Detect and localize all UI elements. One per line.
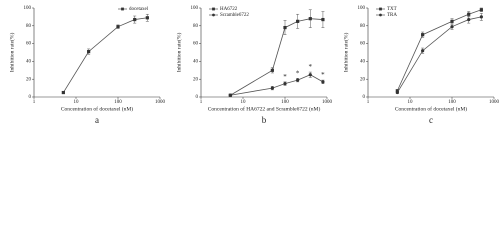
y-tick-label: 40 [360,60,366,65]
annotation: * [309,63,313,71]
x-axis-label: Concentration of docetaxel (nM) [395,105,467,112]
y-tick-label: 20 [26,77,32,82]
x-tick-label: 1000 [322,100,333,105]
x-tick-label: 1000 [489,100,500,105]
point [450,25,454,29]
legend-marker [212,7,215,11]
x-tick-label: 1000 [155,100,166,105]
point [421,33,425,37]
point [116,25,120,29]
legend-marker [379,7,382,11]
point [479,8,483,12]
panel-letter: c [429,115,433,125]
legend-label: TXT [387,7,397,12]
x-tick-label: 10 [241,100,247,105]
panel-letter: b [262,115,267,125]
legend-label: HA6722 [220,7,238,12]
y-axis-label: Inhibition rate(%) [8,33,15,73]
legend-label: Scramble6722 [220,13,249,18]
annotation: * [283,73,287,81]
y-tick-label: 100 [191,6,199,11]
point [133,17,137,22]
y-tick-label: 100 [358,6,366,11]
point [450,19,454,23]
point [421,49,425,53]
x-tick-label: 1 [367,100,370,105]
y-tick-label: 40 [193,60,199,65]
series-line [230,18,323,96]
point [228,93,232,97]
x-tick-label: 100 [448,100,456,105]
legend-marker [379,13,382,17]
point [145,16,149,20]
series-line [63,17,148,93]
point [395,90,399,95]
point [308,73,312,77]
point [321,80,325,84]
x-tick-label: 100 [281,100,289,105]
annotation: * [321,71,325,79]
point [467,12,471,16]
x-tick-label: 100 [114,100,122,105]
y-axis-label: Inhibition rate(%) [342,33,349,73]
series-line [230,74,324,96]
y-tick-label: 60 [193,42,199,47]
y-tick-label: 40 [26,60,32,65]
x-tick-label: 10 [408,100,414,105]
series-line [397,16,482,93]
point [479,15,483,19]
x-axis-label: Concentration of docetaxel (nM) [61,105,133,112]
point [270,86,274,90]
point [270,68,274,72]
x-tick-label: 1 [33,100,36,105]
annotation: * [296,69,300,77]
y-tick-label: 80 [193,24,199,29]
point [467,17,471,22]
x-tick-label: 1 [200,100,203,105]
x-axis-label: Concentration of HA6722 and Scramble6722… [208,105,321,112]
point [321,17,325,22]
legend-label: TRA [387,13,397,18]
point [61,90,65,95]
y-axis-label: Inhibition rate(%) [175,33,182,73]
point [296,78,300,82]
legend-marker [212,13,215,17]
point [296,19,300,23]
y-tick-label: 80 [26,24,32,29]
point [308,17,312,21]
y-tick-label: 60 [26,42,32,47]
point [283,82,287,86]
y-tick-label: 80 [360,24,366,29]
y-tick-label: 100 [24,6,32,11]
y-tick-label: 20 [193,77,199,82]
panel-letter: a [95,115,99,125]
legend-marker [121,7,124,11]
x-tick-label: 10 [74,100,80,105]
y-tick-label: 0 [29,95,32,100]
legend-label: docetaxel [129,7,149,12]
y-tick-label: 0 [363,95,366,100]
y-tick-label: 20 [360,77,366,82]
point [87,50,91,54]
y-tick-label: 0 [196,95,199,100]
y-tick-label: 60 [360,42,366,47]
point [283,25,287,30]
point [395,89,399,93]
